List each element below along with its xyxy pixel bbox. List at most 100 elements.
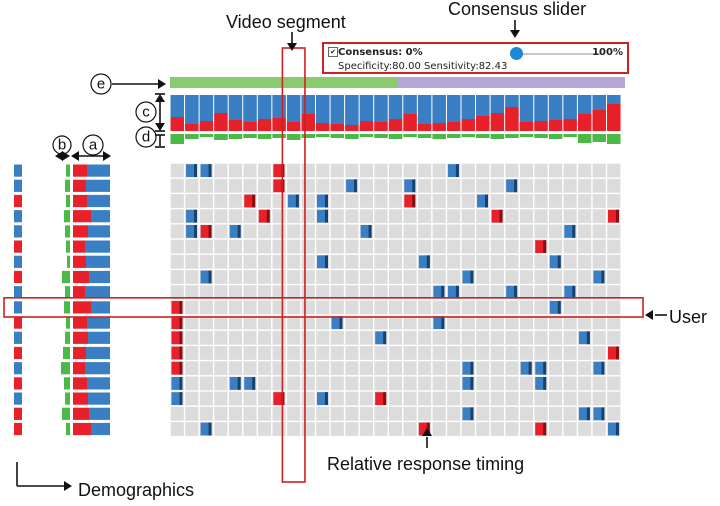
- grid-cell[interactable]: [272, 194, 286, 208]
- response-mark[interactable]: [535, 422, 547, 436]
- grid-cell[interactable]: [374, 254, 388, 269]
- response-mark[interactable]: [317, 209, 328, 223]
- grid-cell[interactable]: [563, 422, 577, 436]
- grid-cell[interactable]: [578, 163, 592, 178]
- grid-cell[interactable]: [490, 300, 504, 315]
- response-mark[interactable]: [346, 179, 358, 193]
- grid-cell[interactable]: [170, 285, 184, 300]
- grid-cell[interactable]: [199, 194, 213, 208]
- grid-cell[interactable]: [185, 406, 199, 421]
- grid-cell[interactable]: [272, 330, 286, 345]
- grid-cell[interactable]: [359, 315, 373, 330]
- grid-cell[interactable]: [301, 239, 315, 254]
- grid-cell[interactable]: [607, 361, 621, 376]
- grid-cell[interactable]: [607, 254, 621, 269]
- grid-cell[interactable]: [272, 361, 286, 376]
- grid-cell[interactable]: [607, 239, 621, 254]
- grid-cell[interactable]: [447, 209, 461, 224]
- grid-cell[interactable]: [287, 254, 301, 269]
- consensus-checkbox[interactable]: ✔: [328, 47, 338, 57]
- grid-cell[interactable]: [287, 285, 301, 300]
- grid-cell[interactable]: [476, 163, 490, 178]
- grid-cell[interactable]: [388, 254, 403, 269]
- grid-cell[interactable]: [461, 254, 475, 269]
- grid-cell[interactable]: [243, 224, 257, 239]
- response-mark[interactable]: [462, 270, 474, 284]
- grid-cell[interactable]: [418, 300, 432, 315]
- grid-cell[interactable]: [272, 346, 286, 360]
- grid-cell[interactable]: [228, 285, 243, 300]
- grid-cell[interactable]: [185, 376, 199, 391]
- response-mark[interactable]: [273, 164, 285, 177]
- grid-cell[interactable]: [403, 346, 417, 360]
- grid-cell[interactable]: [461, 422, 475, 436]
- response-mark[interactable]: [171, 361, 183, 375]
- grid-cell[interactable]: [287, 163, 301, 178]
- grid-cell[interactable]: [592, 315, 606, 330]
- grid-cell[interactable]: [476, 209, 490, 224]
- grid-cell[interactable]: [432, 270, 446, 284]
- grid-cell[interactable]: [258, 330, 272, 345]
- grid-cell[interactable]: [490, 422, 504, 436]
- grid-cell[interactable]: [330, 163, 344, 178]
- grid-cell[interactable]: [534, 300, 548, 315]
- grid-cell[interactable]: [505, 330, 519, 345]
- grid-cell[interactable]: [490, 224, 504, 239]
- grid-cell[interactable]: [214, 406, 228, 421]
- grid-cell[interactable]: [432, 194, 446, 208]
- grid-cell[interactable]: [461, 346, 475, 360]
- grid-cell[interactable]: [476, 239, 490, 254]
- grid-cell[interactable]: [563, 406, 577, 421]
- grid-cell[interactable]: [272, 209, 286, 224]
- grid-cell[interactable]: [258, 376, 272, 391]
- grid-cell[interactable]: [301, 178, 315, 193]
- grid-cell[interactable]: [287, 406, 301, 421]
- grid-cell[interactable]: [447, 361, 461, 376]
- response-mark[interactable]: [593, 270, 605, 284]
- grid-cell[interactable]: [563, 346, 577, 360]
- grid-cell[interactable]: [243, 346, 257, 360]
- grid-cell[interactable]: [359, 406, 373, 421]
- grid-cell[interactable]: [592, 376, 606, 391]
- grid-cell[interactable]: [578, 376, 592, 391]
- grid-cell[interactable]: [505, 209, 519, 224]
- response-mark[interactable]: [535, 361, 547, 375]
- grid-cell[interactable]: [199, 391, 213, 406]
- grid-cell[interactable]: [519, 254, 534, 269]
- grid-cell[interactable]: [243, 422, 257, 436]
- response-mark[interactable]: [447, 285, 459, 299]
- grid-cell[interactable]: [447, 270, 461, 284]
- grid-cell[interactable]: [301, 391, 315, 406]
- grid-cell[interactable]: [388, 422, 403, 436]
- grid-cell[interactable]: [447, 239, 461, 254]
- grid-cell[interactable]: [432, 163, 446, 178]
- grid-cell[interactable]: [490, 391, 504, 406]
- grid-cell[interactable]: [418, 163, 432, 178]
- grid-cell[interactable]: [607, 194, 621, 208]
- grid-cell[interactable]: [185, 315, 199, 330]
- grid-cell[interactable]: [272, 239, 286, 254]
- grid-cell[interactable]: [607, 224, 621, 239]
- response-mark[interactable]: [447, 164, 459, 177]
- grid-cell[interactable]: [549, 224, 563, 239]
- grid-cell[interactable]: [432, 239, 446, 254]
- response-mark[interactable]: [608, 209, 619, 223]
- grid-cell[interactable]: [388, 391, 403, 406]
- grid-cell[interactable]: [301, 406, 315, 421]
- grid-cell[interactable]: [461, 300, 475, 315]
- grid-cell[interactable]: [388, 361, 403, 376]
- grid-cell[interactable]: [447, 224, 461, 239]
- grid-cell[interactable]: [476, 254, 490, 269]
- grid-cell[interactable]: [418, 391, 432, 406]
- grid-cell[interactable]: [316, 361, 330, 376]
- grid-cell[interactable]: [432, 330, 446, 345]
- grid-cell[interactable]: [549, 391, 563, 406]
- response-mark[interactable]: [578, 407, 590, 421]
- grid-cell[interactable]: [330, 406, 344, 421]
- grid-cell[interactable]: [432, 376, 446, 391]
- grid-cell[interactable]: [359, 270, 373, 284]
- grid-cell[interactable]: [592, 391, 606, 406]
- grid-cell[interactable]: [505, 224, 519, 239]
- grid-cell[interactable]: [185, 239, 199, 254]
- grid-cell[interactable]: [170, 406, 184, 421]
